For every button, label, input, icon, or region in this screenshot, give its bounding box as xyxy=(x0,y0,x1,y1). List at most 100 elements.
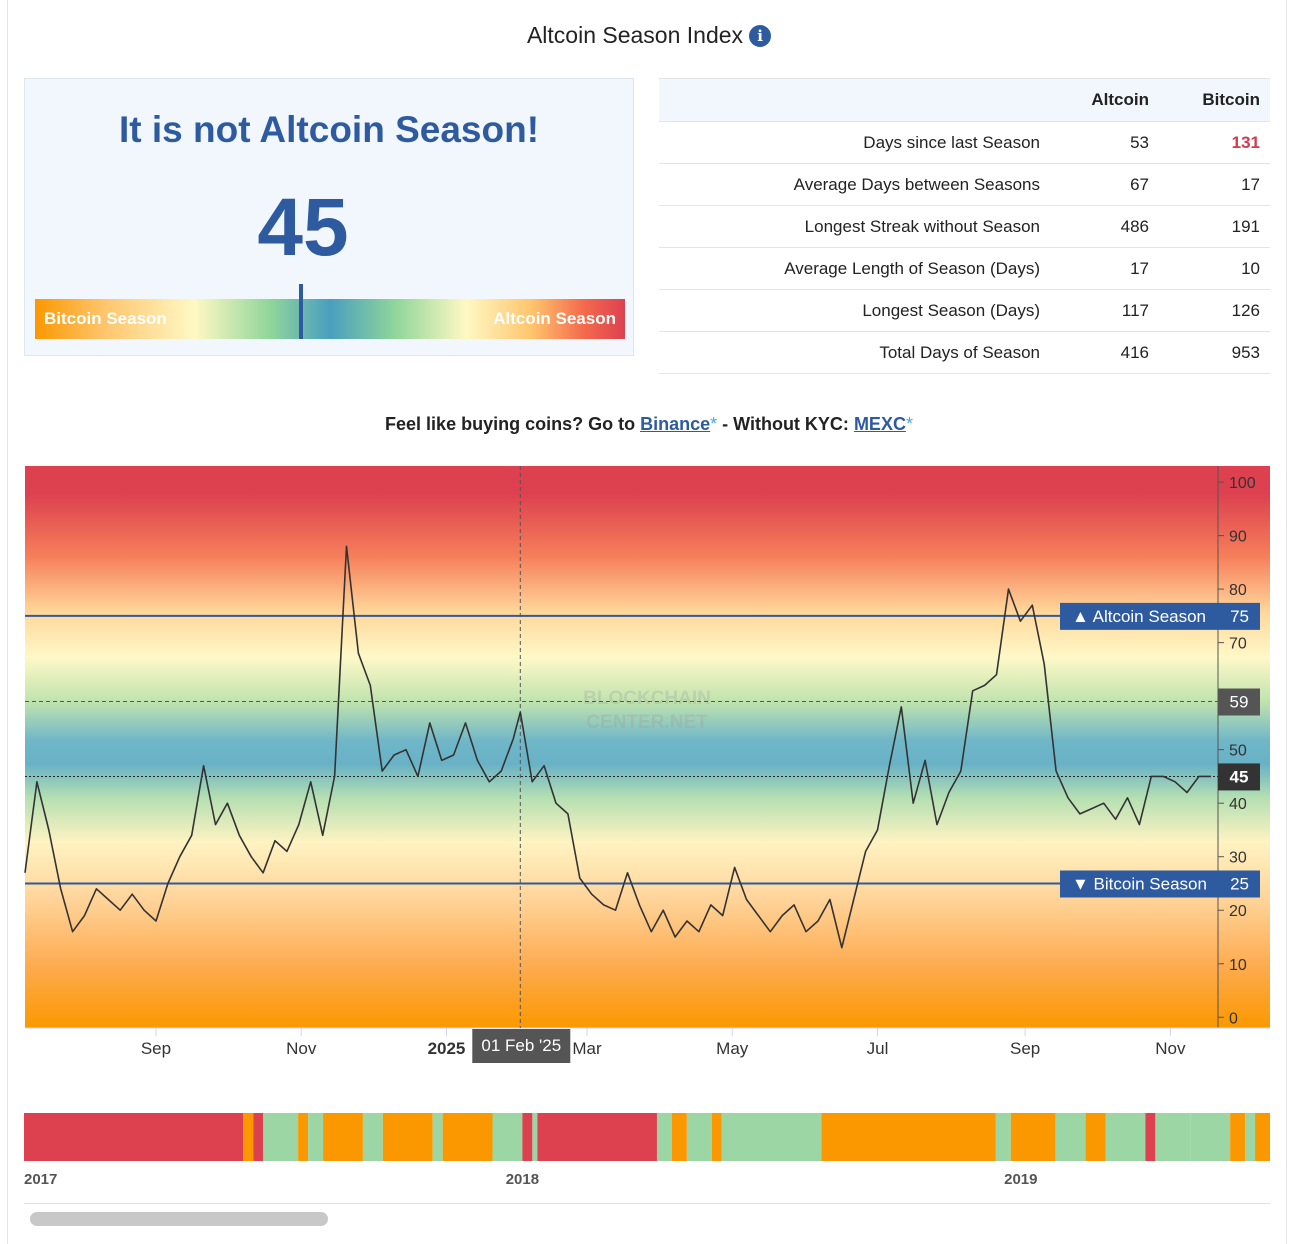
navigator-segment xyxy=(821,1113,996,1161)
threshold-label-box xyxy=(1060,602,1260,630)
frame-left-border xyxy=(7,0,8,1244)
x-tick-label: Sep xyxy=(141,1039,171,1058)
info-icon[interactable]: i xyxy=(749,25,772,47)
navigator-segment xyxy=(1155,1113,1191,1161)
navigator-segment xyxy=(243,1113,254,1161)
y-tick-label: 30 xyxy=(1229,850,1247,867)
gauge-label-bitcoin: Bitcoin Season xyxy=(44,309,167,328)
navigator-segment xyxy=(537,1113,657,1161)
page-title: Altcoin Season Index xyxy=(526,22,744,48)
season-gauge: Bitcoin Season Altcoin Season xyxy=(35,299,625,339)
stat-bitcoin: 126 xyxy=(1159,289,1270,332)
mexc-asterisk: * xyxy=(905,414,913,434)
stats-header-row: Altcoin Bitcoin xyxy=(659,78,1270,122)
stat-label: Average Length of Season (Days) xyxy=(659,247,1068,290)
stat-bitcoin: 17 xyxy=(1159,163,1270,206)
scrollbar-thumb[interactable] xyxy=(30,1212,328,1226)
mexc-link[interactable]: MEXC xyxy=(853,414,906,434)
x-tick-label: Mar xyxy=(572,1039,602,1058)
navigator-segment xyxy=(323,1113,363,1161)
season-status-panel: It is not Altcoin Season! 45 Bitcoin Sea… xyxy=(24,78,634,356)
navigator-segment xyxy=(298,1113,309,1161)
y-tick-label: 0 xyxy=(1229,1010,1238,1027)
current-value-box xyxy=(1218,763,1260,791)
navigator-segment xyxy=(432,1113,443,1161)
altcoin-season-chart[interactable]: BLOCKCHAIN CENTER.NET 010203040506070809… xyxy=(0,450,1298,1070)
watermark-line-2: CENTER.NET xyxy=(586,712,708,733)
crosshair-value-label: 59 xyxy=(1230,693,1249,712)
table-row: Longest Streak without Season 486 191 xyxy=(659,205,1270,248)
navigator-segment xyxy=(442,1113,493,1161)
x-tick-label: 2025 xyxy=(428,1039,466,1058)
threshold-label: ▼ Bitcoin Season xyxy=(1072,874,1207,893)
page-title-row: Altcoin Season Index i xyxy=(0,22,1298,49)
crosshair-value-box xyxy=(1218,688,1260,716)
table-row: Days since last Season 53 131 xyxy=(659,121,1270,164)
y-tick-label: 70 xyxy=(1229,636,1247,653)
navigator-segment xyxy=(24,1113,244,1161)
navigator-segment xyxy=(671,1113,687,1161)
navigator-segment xyxy=(686,1113,712,1161)
horizontal-scrollbar[interactable] xyxy=(24,1203,1270,1236)
stat-altcoin: 486 xyxy=(1068,205,1159,248)
threshold-value-label: 75 xyxy=(1230,607,1249,626)
y-tick-label: 50 xyxy=(1229,743,1247,760)
stat-bitcoin: 131 xyxy=(1159,121,1270,164)
navigator-segment xyxy=(253,1113,264,1161)
navigator-segment xyxy=(1230,1113,1246,1161)
navigator-segment xyxy=(721,1113,822,1161)
season-navigator[interactable]: 2017 2018 2019 xyxy=(0,1100,1298,1200)
stats-header-altcoin: Altcoin xyxy=(1068,78,1159,122)
stats-header-bitcoin: Bitcoin xyxy=(1159,78,1270,122)
stat-altcoin: 117 xyxy=(1068,289,1159,332)
frame-right-border xyxy=(1286,0,1287,1244)
threshold-value-label: 25 xyxy=(1230,874,1249,893)
navigator-segment xyxy=(532,1113,538,1161)
binance-asterisk: * xyxy=(710,414,718,434)
navigator-segment xyxy=(492,1113,523,1161)
crosshair-date-box xyxy=(472,1029,571,1063)
stat-label: Average Days between Seasons xyxy=(659,163,1068,206)
y-tick-label: 20 xyxy=(1229,903,1247,920)
stat-bitcoin: 10 xyxy=(1159,247,1270,290)
y-tick-label: 80 xyxy=(1229,582,1247,599)
season-headline: It is not Altcoin Season! xyxy=(118,109,540,150)
x-tick-label: Sep xyxy=(1010,1039,1040,1058)
navigator-segment xyxy=(995,1113,1011,1161)
navigator-labels: 2017 2018 2019 xyxy=(24,1171,1037,1188)
x-tick-label: May xyxy=(716,1039,749,1058)
table-row: Average Days between Seasons 67 17 xyxy=(659,163,1270,206)
navigator-segment xyxy=(711,1113,722,1161)
stat-bitcoin: 191 xyxy=(1159,205,1270,248)
stat-label: Total Days of Season xyxy=(659,331,1068,374)
table-row: Longest Season (Days) 117 126 xyxy=(659,289,1270,332)
promo-line: Feel like buying coins? Go to Binance* -… xyxy=(0,414,1298,435)
threshold-label: ▲ Altcoin Season xyxy=(1072,607,1206,626)
navigator-segment xyxy=(382,1113,433,1161)
navigator-segment xyxy=(263,1113,299,1161)
stat-altcoin: 416 xyxy=(1068,331,1159,374)
stat-label: Longest Streak without Season xyxy=(659,205,1068,248)
y-tick-label: 100 xyxy=(1229,475,1256,492)
chart-plot-background xyxy=(25,466,1270,1028)
crosshair xyxy=(25,466,1218,1028)
season-stats-table: Altcoin Bitcoin Days since last Season 5… xyxy=(659,78,1270,374)
navigator-year-label: 2019 xyxy=(1004,1171,1037,1188)
navigator-year-label: 2018 xyxy=(506,1171,539,1188)
binance-link[interactable]: Binance xyxy=(640,414,711,434)
stats-header-label xyxy=(659,78,1068,122)
stat-altcoin: 53 xyxy=(1068,121,1159,164)
navigator-segment xyxy=(308,1113,324,1161)
navigator-segment xyxy=(1190,1113,1231,1161)
current-value-label: 45 xyxy=(1230,767,1249,786)
stat-label: Longest Season (Days) xyxy=(659,289,1068,332)
navigator-segment xyxy=(1245,1113,1256,1161)
series-line xyxy=(24,545,1211,949)
navigator-segment xyxy=(362,1113,383,1161)
navigator-segment xyxy=(1055,1113,1086,1161)
crosshair-date-label: 01 Feb '25 xyxy=(481,1036,561,1055)
chart-labels: ▲ Altcoin Season 75 ▼ Bitcoin Season 25 59 45… xyxy=(472,602,1260,1063)
threshold-label-box xyxy=(1060,870,1260,898)
watermark-line-1: BLOCKCHAIN xyxy=(583,688,711,709)
gauge-label-altcoin: Altcoin Season xyxy=(493,309,616,328)
